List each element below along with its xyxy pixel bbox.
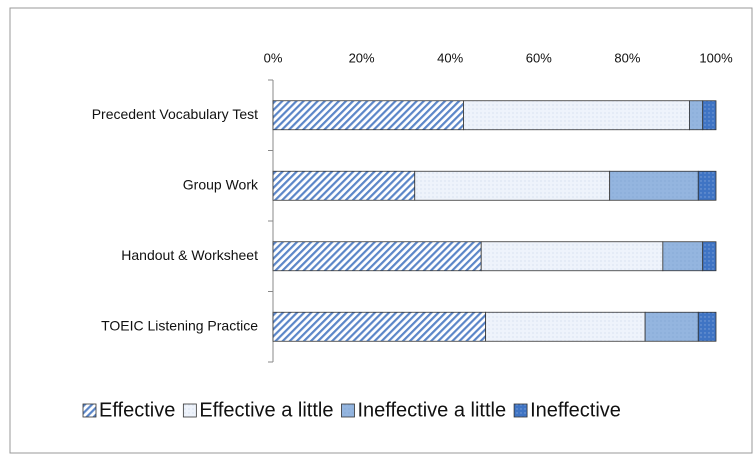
legend-label: Ineffective <box>530 399 621 421</box>
bar-segment <box>697 170 717 201</box>
bar-segment <box>697 311 717 342</box>
legend-swatch <box>341 403 355 418</box>
legend-label: Effective a little <box>199 399 333 421</box>
y-tick-label: TOEIC Listening Practice <box>101 317 258 333</box>
x-tick-label: 0% <box>264 50 283 65</box>
x-tick-label: 80% <box>614 50 640 65</box>
bar-segment <box>609 170 699 201</box>
bar-segment <box>662 241 704 272</box>
legend-swatch <box>513 403 528 418</box>
frame <box>9 7 753 454</box>
y-tick-label: Group Work <box>183 176 259 192</box>
x-tick-label: 20% <box>349 50 375 65</box>
bar-segment <box>702 100 717 131</box>
bar-segment <box>485 311 646 342</box>
bar-segment <box>480 241 664 272</box>
bar-segment <box>644 311 699 342</box>
bar-segment <box>414 170 611 201</box>
x-tick-label: 40% <box>437 50 463 65</box>
bar-segment <box>272 100 464 131</box>
bar-segment <box>463 100 690 131</box>
y-tick-label: Precedent Vocabulary Test <box>92 106 258 122</box>
bar-segment <box>702 241 717 272</box>
y-tick-label: Handout & Worksheet <box>121 247 258 263</box>
legend-swatch <box>182 403 197 418</box>
bar-segment <box>272 311 487 342</box>
legend-swatch <box>82 403 97 418</box>
x-tick-label: 100% <box>699 50 733 65</box>
x-tick-label: 60% <box>526 50 552 65</box>
legend-label: Effective <box>99 399 175 421</box>
legend-label: Ineffective a little <box>357 399 506 421</box>
bar-segment <box>272 241 482 272</box>
bar-segment <box>272 170 416 201</box>
bar-segment <box>689 100 704 131</box>
